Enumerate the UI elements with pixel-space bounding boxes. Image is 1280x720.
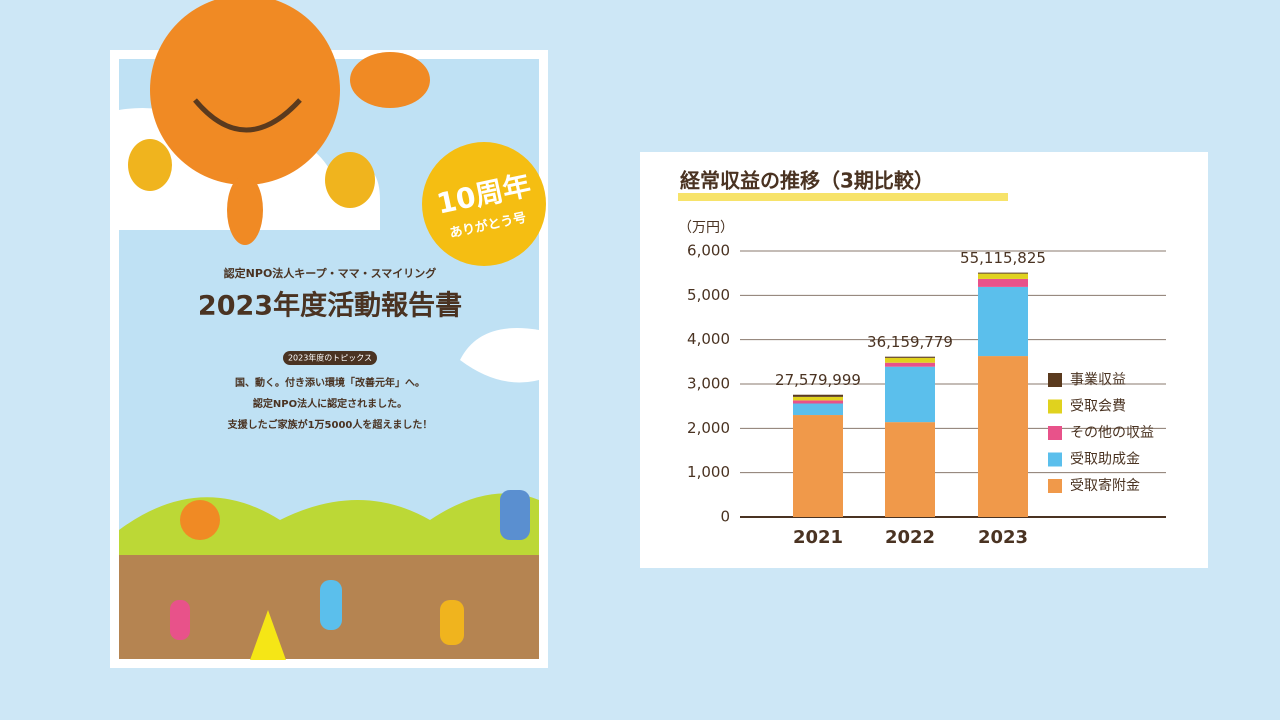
bar-segment [793, 415, 843, 517]
x-tick-label: 2021 [793, 527, 843, 548]
plot: 0 1,000 2,000 3,000 4,000 5,000 6,000 27,579,99… [687, 242, 1166, 548]
cover-title: 2023年度活動報告書 [198, 290, 462, 322]
total-label: 36,159,779 [867, 333, 953, 351]
badge [422, 142, 546, 266]
topic: 国、動く。付き添い環境「改善元年」へ。 [235, 376, 425, 389]
legend-swatch [1048, 399, 1062, 414]
legend-label: 受取寄附金 [1070, 477, 1140, 494]
y-tick-label: 6,000 [687, 242, 730, 260]
total-label: 55,115,825 [960, 249, 1046, 267]
y-unit-label: （万円） [678, 220, 734, 236]
character [320, 580, 342, 630]
organization: 認定NPO法人キープ・ママ・スマイリング [224, 266, 437, 280]
y-tick-label: 2,000 [687, 419, 730, 437]
bar-segment [885, 422, 935, 517]
legend-label: 受取会費 [1070, 399, 1126, 415]
bar-segment [793, 394, 843, 397]
topic: 支援したご家族が1万5000人を超えました！ [227, 418, 433, 431]
topics-label: 2023年度のトピックス [288, 353, 372, 363]
sun-ray [227, 175, 263, 245]
legend-label: その他の収益 [1070, 425, 1154, 441]
bar-segment [793, 396, 843, 401]
sun [150, 0, 340, 185]
character [500, 490, 530, 540]
cloud [460, 328, 539, 383]
bar-segment [978, 356, 1028, 517]
bar-segment [885, 362, 935, 367]
legend-label: 受取助成金 [1070, 452, 1140, 468]
character [180, 500, 220, 540]
bar-segment [885, 357, 935, 363]
character [250, 610, 286, 660]
legend-swatch [1048, 452, 1062, 467]
topic: 認定NPO法人に認定されました。 [253, 397, 407, 410]
bar-segment [885, 356, 935, 358]
bar-segment [793, 400, 843, 404]
x-tick-label: 2023 [978, 527, 1028, 548]
title-underline [678, 193, 1008, 201]
y-tick-label: 4,000 [687, 330, 730, 348]
sun-ray [350, 52, 430, 108]
report-cover: 10周年 ありがとう号 認定NPO法人キープ・ママ・スマイリング 2023年度活… [110, 0, 548, 668]
y-tick-label: 1,000 [687, 463, 730, 481]
y-tick-label: 5,000 [687, 286, 730, 304]
legend-label: 事業収益 [1070, 372, 1126, 388]
sun-ray [325, 152, 375, 208]
sun-ray [128, 139, 172, 191]
legend-swatch [1048, 426, 1062, 440]
bar-segment [885, 366, 935, 423]
legend-swatch [1048, 373, 1062, 387]
total-label: 27,579,999 [775, 371, 861, 389]
sun-smile [193, 98, 302, 133]
topics-pill [283, 351, 377, 365]
bar-segment [978, 286, 1028, 357]
x-tick-label: 2022 [885, 527, 935, 548]
bar-segment [978, 272, 1028, 274]
bar-segment [793, 403, 843, 416]
y-tick-label: 0 [720, 508, 730, 526]
y-tick-label: 3,000 [687, 375, 730, 393]
hills [119, 493, 539, 560]
bar-segment [978, 278, 1028, 287]
chart-title: 経常収益の推移（3期比較） [680, 169, 934, 193]
bar-segment [978, 273, 1028, 279]
legend-swatch [1048, 479, 1062, 493]
character [170, 600, 190, 640]
character [440, 600, 464, 645]
